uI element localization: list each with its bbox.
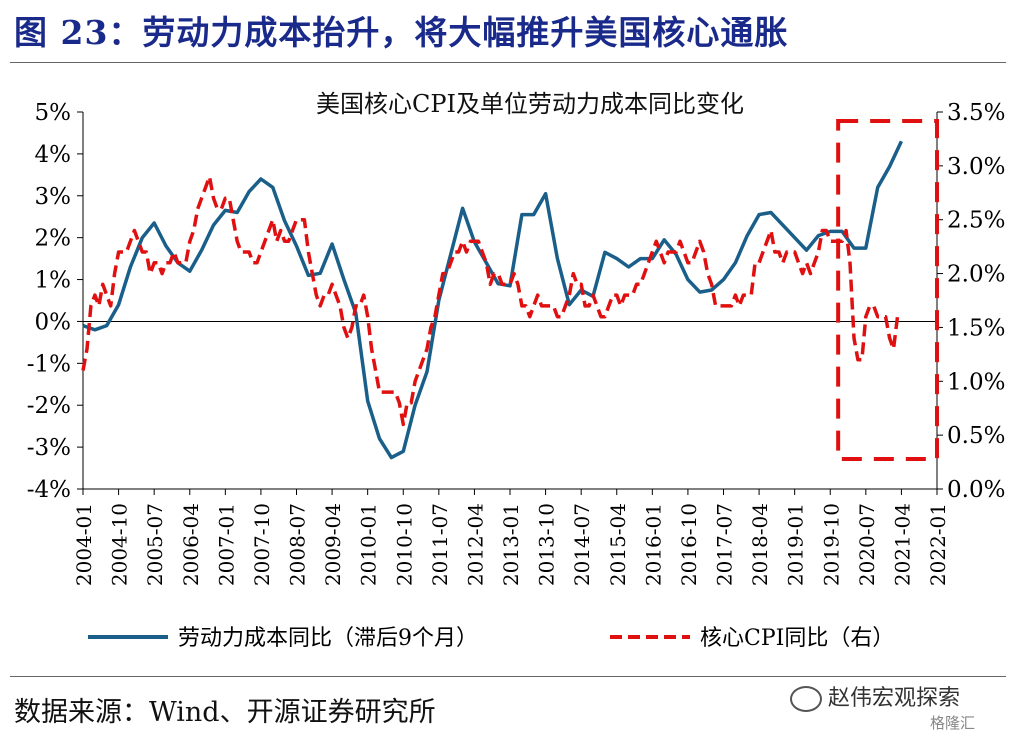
- left-tick-label: -1%: [27, 351, 71, 377]
- x-tick-label: 2006-04: [179, 503, 203, 586]
- x-tick-label: 2011-07: [428, 503, 452, 586]
- legend-core-cpi-label: 核心CPI同比（右）: [700, 626, 894, 651]
- left-tick-label: -3%: [27, 435, 71, 461]
- left-tick-label: 2%: [35, 226, 72, 252]
- highlight-box: [836, 119, 939, 461]
- x-tick-label: 2009-04: [321, 503, 345, 586]
- x-tick-label: 2022-01: [926, 503, 950, 586]
- x-tick-label: 2004-10: [108, 503, 132, 586]
- x-tick-label: 2008-07: [286, 503, 310, 586]
- bottom-divider: [10, 676, 1006, 677]
- core-cpi-line: [81, 174, 900, 427]
- right-tick-label: 2.5%: [947, 208, 1005, 234]
- watermark-sub: 格隆汇: [930, 714, 976, 732]
- legend: 劳动力成本同比（滞后9个月） 核心CPI同比（右）: [88, 626, 894, 651]
- right-tick-label: 3.5%: [947, 100, 1005, 126]
- x-tick-label: 2019-01: [784, 503, 808, 586]
- x-tick-label: 2016-01: [641, 503, 665, 586]
- right-tick-label: 1.5%: [947, 315, 1005, 341]
- top-divider: [10, 62, 1006, 63]
- right-tick-label: 0.0%: [947, 477, 1005, 503]
- left-tick-label: 3%: [35, 184, 72, 210]
- labor-cost-line: [82, 140, 903, 460]
- right-tick-label: 0.5%: [947, 423, 1005, 449]
- right-tick-label: 2.0%: [947, 262, 1005, 288]
- x-tick-label: 2018-04: [748, 503, 772, 586]
- x-tick-label: 2012-04: [463, 503, 487, 586]
- left-tick-label: -4%: [27, 477, 71, 503]
- left-tick-label: 5%: [35, 100, 72, 126]
- source-note: 数据来源：Wind、开源证券研究所: [14, 697, 436, 728]
- left-tick-label: 4%: [35, 142, 72, 168]
- left-tick-label: 1%: [35, 268, 72, 294]
- x-tick-label: 2021-04: [890, 503, 914, 586]
- highlight-box-group: [836, 119, 939, 461]
- x-tick-label: 2016-10: [677, 503, 701, 586]
- x-tick-label: 2007-01: [214, 503, 238, 586]
- series-group: [81, 140, 903, 460]
- x-tick-label: 2010-10: [392, 503, 416, 586]
- watermark-text: 赵伟宏观探索: [828, 686, 961, 711]
- chart: -4% -3% -2% -1% 0% 1% 2% 3% 4% 5% 0.0% 0.5% 1.0% 1.5%…: [27, 90, 1006, 651]
- chart-title: 美国核心CPI及单位劳动力成本同比变化: [316, 90, 744, 118]
- legend-labor-cost-label: 劳动力成本同比（滞后9个月）: [178, 626, 478, 651]
- x-tick-label: 2013-10: [535, 503, 559, 586]
- x-tick-label: 2010-01: [357, 503, 381, 586]
- x-tick-label: 2017-07: [713, 503, 737, 586]
- x-tick-label: 2020-07: [855, 503, 879, 586]
- right-tick-label: 1.0%: [947, 369, 1005, 395]
- axes-group: -4% -3% -2% -1% 0% 1% 2% 3% 4% 5% 0.0% 0.5% 1.0% 1.5%…: [27, 100, 1006, 586]
- left-tick-label: 0%: [35, 309, 72, 335]
- x-tick-label: 2004-01: [72, 503, 96, 586]
- x-tick-label: 2014-07: [570, 503, 594, 586]
- x-tick-label: 2019-10: [819, 503, 843, 586]
- x-tick-label: 2013-01: [499, 503, 523, 586]
- watermark: 赵伟宏观探索: [790, 680, 960, 712]
- figure-title: 图 23：劳动力成本抬升，将大幅推升美国核心通胀: [14, 13, 789, 52]
- x-tick-label: 2007-10: [250, 503, 274, 586]
- x-tick-label: 2005-07: [143, 503, 167, 586]
- right-tick-label: 3.0%: [947, 154, 1005, 180]
- left-tick-label: -2%: [27, 393, 71, 419]
- x-tick-label: 2015-04: [606, 503, 630, 586]
- wechat-icon: [790, 686, 822, 712]
